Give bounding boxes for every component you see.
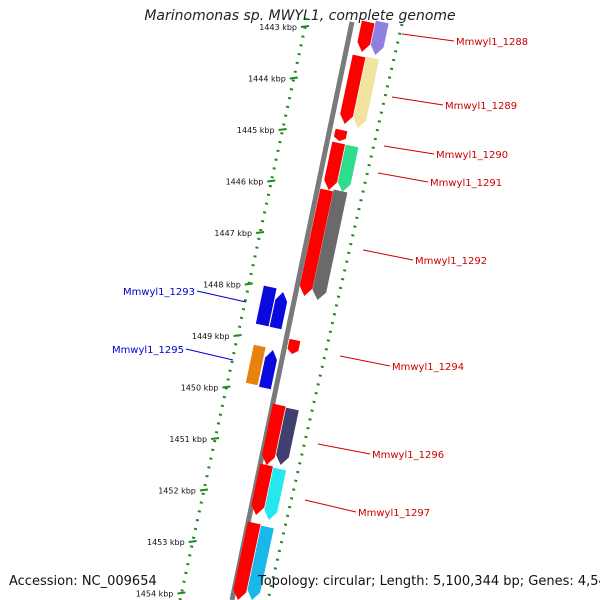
- gene-1288: [370, 20, 389, 56]
- tick-mark: [255, 231, 265, 234]
- tick-marks: 1443 kbp 1444 kbp 1445 kbp 1446 kbp 1447 kbp…: [136, 23, 310, 599]
- cds-1294: [287, 338, 301, 355]
- gene-1295b: [259, 349, 277, 390]
- leader-line: [304, 499, 357, 513]
- topology-text: Topology: circular; Length: 5,100,344 bp…: [258, 574, 600, 589]
- tick-label: 1443 kbp: [259, 23, 297, 32]
- leader-line: [317, 443, 371, 455]
- tick-label: 1446 kbp: [226, 178, 264, 187]
- tick-mark: [300, 25, 310, 28]
- genome-backbone: [229, 21, 355, 600]
- leader-line: [185, 348, 234, 361]
- gene-label-mmwyl1-1291: Mmwyl1_1291: [430, 178, 502, 189]
- tick-label: 1454 kbp: [136, 590, 174, 599]
- tick-label: 1449 kbp: [192, 332, 230, 341]
- inner-dotted-ruler: [178, 17, 309, 600]
- gene-1292: [312, 189, 348, 301]
- cds-1298: [233, 521, 261, 600]
- gene-1298: [247, 525, 274, 600]
- gene-label-mmwyl1-1288: Mmwyl1_1288: [456, 37, 528, 48]
- cds-1291: [324, 141, 346, 191]
- tick-mark: [267, 179, 276, 183]
- gene-label-mmwyl1-1297: Mmwyl1_1297: [358, 508, 430, 519]
- leader-line: [401, 33, 455, 42]
- tick-label: 1450 kbp: [181, 384, 219, 393]
- tick-label: 1444 kbp: [248, 75, 286, 84]
- gene-label-mmwyl1-1293: Mmwyl1_1293: [123, 287, 195, 298]
- gene-label-mmwyl1-1292: Mmwyl1_1292: [415, 256, 487, 267]
- gene-1293b: [269, 291, 288, 330]
- tick-mark: [244, 282, 253, 286]
- tick-label: 1448 kbp: [203, 281, 241, 290]
- gene-label-mmwyl1-1290: Mmwyl1_1290: [436, 150, 508, 161]
- gene-label-mmwyl1-1296: Mmwyl1_1296: [372, 450, 444, 461]
- gene-1291: [337, 144, 359, 193]
- tick-mark: [177, 591, 186, 595]
- tick-label: 1445 kbp: [237, 126, 275, 135]
- cds-1288: [357, 20, 375, 53]
- leader-line: [383, 145, 435, 155]
- leader-line: [362, 249, 414, 261]
- gene-1293a: [255, 285, 277, 327]
- tick-label: 1447 kbp: [214, 229, 252, 238]
- gene-features: [233, 20, 389, 600]
- tick-label: 1453 kbp: [147, 538, 185, 547]
- cds-1290: [333, 128, 348, 142]
- tick-mark: [278, 128, 287, 131]
- cds-1297: [251, 463, 273, 516]
- tick-mark: [289, 76, 298, 80]
- cds-1296: [262, 403, 286, 466]
- gene-1295a: [245, 344, 266, 386]
- cds-1292: [299, 188, 334, 297]
- tick-mark: [199, 488, 209, 492]
- map-title: Marinomonas sp. MWYL1, complete genome: [144, 8, 456, 24]
- gene-label-mmwyl1-1294: Mmwyl1_1294: [392, 362, 464, 373]
- gene-label-mmwyl1-1289: Mmwyl1_1289: [445, 101, 517, 112]
- tick-mark: [210, 437, 220, 440]
- cds-1289: [340, 54, 366, 125]
- gene-1297: [264, 467, 287, 521]
- tick-mark: [188, 540, 197, 543]
- gene-1296: [276, 407, 299, 466]
- leader-line: [377, 172, 429, 183]
- leader-line: [196, 290, 247, 303]
- gene-1289: [353, 56, 380, 129]
- leader-line: [391, 96, 444, 106]
- tick-mark: [222, 385, 231, 389]
- accession-text: Accession: NC_009654: [9, 574, 157, 589]
- gene-label-mmwyl1-1295: Mmwyl1_1295: [112, 345, 184, 356]
- tick-label: 1451 kbp: [169, 435, 207, 444]
- tick-mark: [233, 334, 242, 337]
- leader-line: [339, 355, 391, 367]
- tick-label: 1452 kbp: [158, 487, 196, 496]
- gene-labels: Mmwyl1_1288 Mmwyl1_1289 Mmwyl1_1290 Mmwyl1_…: [112, 33, 528, 519]
